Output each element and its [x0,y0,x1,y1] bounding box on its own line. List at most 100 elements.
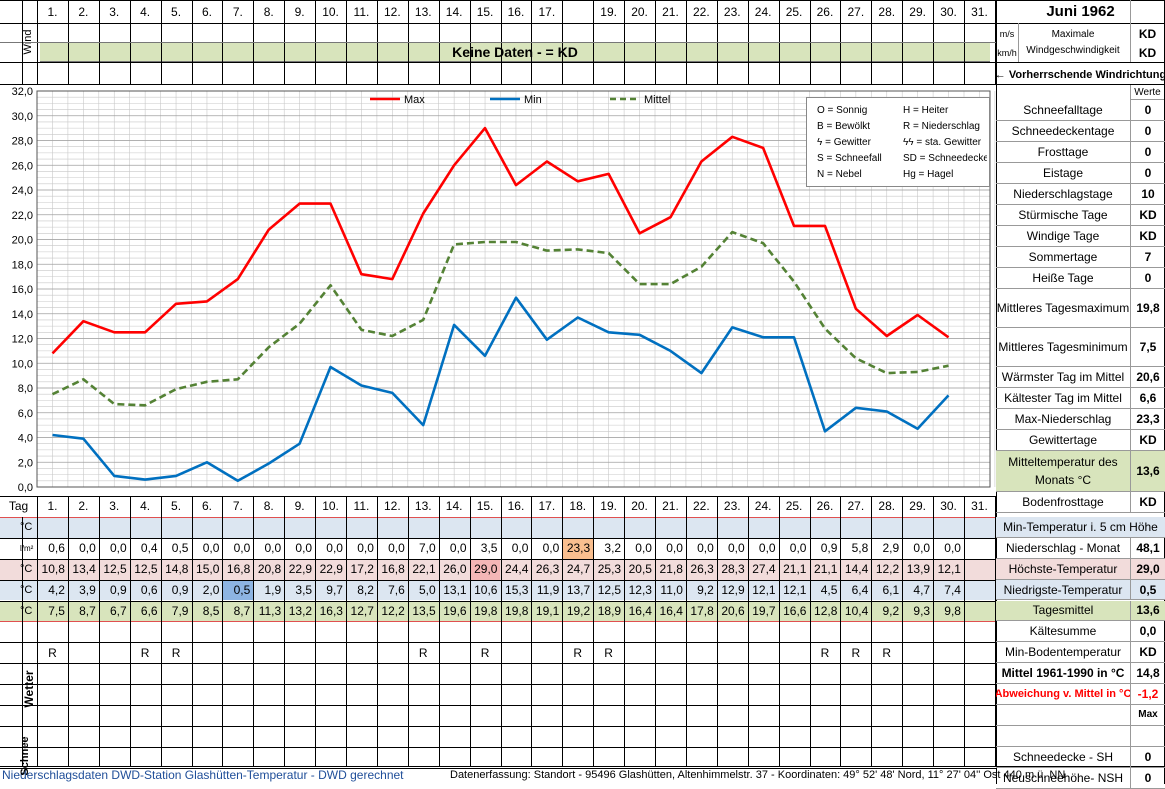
table-value-tmax: 24,4 [505,562,529,577]
rule-line [501,496,502,766]
table-value-tmean: 7,9 [171,603,189,618]
rule-line [624,496,625,766]
rule-line [0,23,1165,24]
y-tick-label: 6,0 [18,408,33,420]
table-value-tmax: 16,8 [226,562,251,577]
table-day-label: 31. [971,499,988,514]
weather-code [624,642,655,663]
table-value-tmin: 11,0 [660,583,683,598]
rule-line [68,496,69,766]
table-band [0,516,996,538]
table-value-precip: 0,0 [666,541,683,556]
table-value-tmin: 1,9 [264,583,282,598]
weather-code [748,642,779,663]
table-value-tmax: 12,2 [875,562,900,577]
table-day-label: 7. [232,499,243,514]
weather-code [222,642,253,663]
table-value-tmin: 9,2 [697,583,714,598]
stat-label: Bodenfrosttage [996,492,1130,513]
rule-line [840,496,841,766]
rule-line [933,496,934,766]
weather-key-entry: B = Bewölkt [817,120,871,132]
header-day-label: 8. [263,4,274,19]
y-tick-label: 2,0 [18,457,33,469]
table-value-tmax: 26,0 [443,562,467,577]
series-line-max [51,126,950,355]
header-day-label: 5. [171,4,182,19]
rule-line [1130,0,1131,62]
table-day-label: 2. [78,499,89,514]
table-value-tmin: 12,5 [597,583,622,598]
table-value-tmax: 12,5 [134,562,158,577]
side-value [1130,725,1165,747]
max-wind-kmh: KD [1138,45,1157,60]
table-value-tmax: 14,8 [165,562,189,577]
table-value-tmin: 9,7 [326,583,343,598]
table-value-precip: 7,0 [419,541,436,556]
weather-code [779,642,810,663]
tag-label: Tag [8,499,29,514]
y-tick-label: 4,0 [18,433,33,445]
werte-label: Werte [1130,84,1165,100]
header-day-label: 22. [692,4,710,19]
rule-line [0,0,1165,1]
table-value-tmax: 14,4 [844,562,869,577]
header-day-label: 25. [785,4,803,19]
weather-key-entry: ϟ = Gewitter [817,136,871,148]
table-value-tmin: 10,6 [474,583,498,598]
table-value-precip: 0,5 [171,541,189,556]
side-label: Schneedecke - SH [996,747,1130,768]
table-value-tmin: 6,4 [851,583,869,598]
series-line-mittel [51,230,949,407]
table-value-tmean: 8,7 [79,603,96,618]
side-value: 0 [1130,746,1165,768]
table-value-tmean: 11,3 [258,603,282,618]
table-value-tmean: 19,1 [535,603,560,618]
legend-label-max: Max [404,94,425,106]
header-day-label: 3. [109,4,120,19]
table-value-tmean: 6,7 [110,603,127,618]
table-value-tmin: 7,4 [944,583,961,598]
table-value-tmin: 12,9 [721,583,745,598]
side-value: 48,1 [1130,537,1165,559]
series-line-min [52,296,950,483]
table-value-precip: 3,5 [480,541,498,556]
table-value-tmean: 13,5 [412,603,436,618]
weather-code: R [604,645,613,660]
table-value-tmean: 12,2 [381,603,405,618]
weather-code [531,642,562,663]
legend-label-mittel: Mittel [644,94,670,106]
weather-code [377,642,408,663]
table-value-tmean: 9,8 [944,603,961,618]
weather-code: R [171,645,181,660]
y-tick-label: 32,0 [12,86,33,98]
header-day-label: 13. [414,4,432,19]
side-label: Neuschneehöhe- NSH [996,768,1130,789]
table-value-precip: 0,4 [140,541,158,556]
table-value-tmax: 21,1 [783,562,807,577]
rule-line [0,538,996,539]
table-value-tmean: 19,7 [752,603,776,618]
rule-line [22,517,23,767]
table-value-precip: 2,9 [882,541,900,556]
header-day-label: 31. [971,4,988,19]
rule-line [439,496,440,766]
table-value-tmin: 4,2 [48,583,65,598]
header-day-label [562,0,593,23]
rule-line [0,42,996,43]
rule-line [995,496,996,766]
unit-label: l/m² [20,543,34,553]
y-tick-label: 14,0 [12,309,33,321]
header-day-label: 1. [47,4,58,19]
weather-code [501,642,532,663]
stat-label: Kältester Tag im Mittel [996,388,1130,409]
side-label: Niederschlag - Monat [996,538,1130,559]
side-value: 0,5 [1130,579,1165,601]
plot-frame [36,90,991,488]
header-day-label: 24. [754,4,772,19]
y-tick-label: 18,0 [12,259,33,271]
rule-line [810,496,811,766]
rule-line [0,766,1165,767]
header-day-label: 6. [201,4,212,19]
table-value-tmax: 28,3 [721,562,745,577]
